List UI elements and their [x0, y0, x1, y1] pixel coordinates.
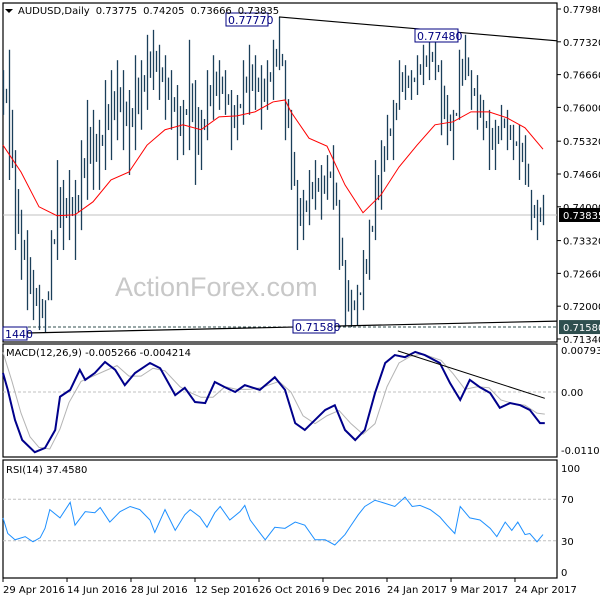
rsi-panel-frame: [2, 459, 558, 579]
price-panel: ActionForex.com 0.77770 0.77480 0.71580 1440…: [2, 2, 600, 346]
support-price-badge: [559, 320, 600, 335]
date-tick-label: 12 Sep 2016: [195, 585, 258, 596]
price-label-box: [225, 12, 269, 27]
rsi-tick-label: 100: [561, 464, 580, 475]
rsi-title: RSI(14) 37.4580: [6, 465, 87, 476]
macd-title: MACD(12,26,9) -0.005266 -0.004214: [6, 348, 191, 359]
price-label-box: [414, 28, 459, 43]
date-tick-label: 26 Oct 2016: [259, 585, 321, 596]
macd-line: [2, 350, 545, 454]
collapse-triangle-icon: [5, 9, 13, 13]
rsi-tick-label: 70: [561, 495, 574, 506]
date-tick-label: 9 Dec 2016: [323, 585, 381, 596]
date-tick-label: 24 Jan 2017: [387, 585, 447, 596]
ohlc-value: 0.73835: [238, 6, 279, 17]
date-axis: 29 Apr 2016 14 Jun 2016 28 Jul 2016 12 Sep …: [2, 578, 577, 596]
support-price-label: 0.71580: [563, 323, 600, 334]
rsi-tick-label: 0: [561, 568, 567, 579]
price-label: 0.77480: [417, 30, 463, 43]
macd-tick-label: -0.011017: [561, 446, 600, 457]
price-label: 0.77770: [228, 14, 274, 27]
date-tick-label: 9 Mar 2017: [451, 585, 508, 596]
price-label-box: [2, 326, 28, 341]
price-label: 1440: [5, 328, 33, 341]
date-tick-label: 24 Apr 2017: [515, 585, 577, 596]
rsi-tick-label: 30: [561, 537, 574, 548]
price-label: 0.71580: [295, 321, 341, 334]
ohlc-value: 0.73775: [96, 6, 137, 17]
rsi-panel: RSI(14) 37.4580 100 70 30 0: [2, 459, 580, 579]
date-tick-label: 28 Jul 2016: [131, 585, 188, 596]
macd-tick-label: 0.00: [561, 388, 583, 399]
macd-trendline: [397, 350, 545, 399]
watermark: ActionForex.com: [115, 272, 318, 302]
chart-title: AUDUSD,Daily 0.73775 0.74205 0.73666 0.73835: [18, 6, 279, 17]
date-tick-label: 29 Apr 2016: [3, 585, 65, 596]
price-label-box: [292, 319, 336, 334]
macd-panel-frame: [2, 343, 558, 458]
symbol-timeframe: AUDUSD,Daily: [18, 6, 90, 17]
moving-average-line: [2, 99, 544, 217]
macd-panel: MACD(12,26,9) -0.005266 -0.004214 0.00793…: [2, 343, 600, 458]
trendline-support: [26, 320, 558, 334]
ohlc-value: 0.74205: [143, 6, 184, 17]
date-tick-label: 14 Jun 2016: [67, 585, 127, 596]
current-price-badge: [559, 207, 600, 222]
rsi-line: [2, 496, 544, 546]
current-price-label: 0.73835: [563, 211, 600, 222]
ohlc-value: 0.73666: [190, 6, 231, 17]
macd-tick-label: 0.007933: [561, 346, 600, 357]
